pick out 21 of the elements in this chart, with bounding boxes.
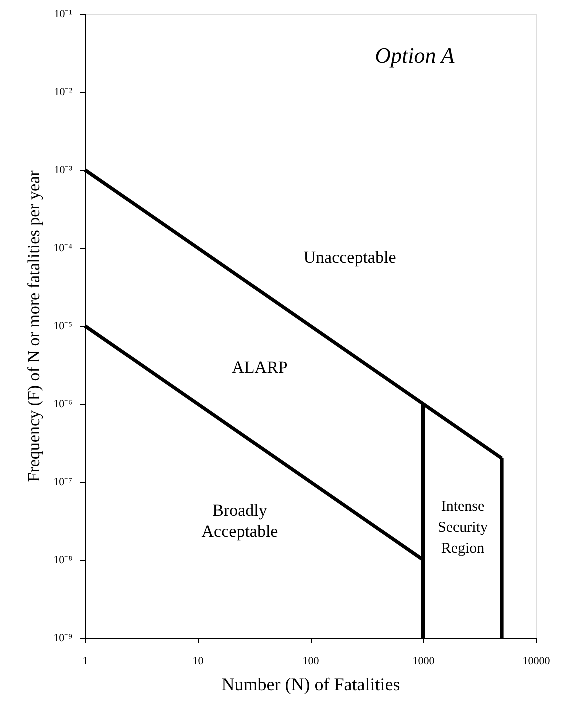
y-tick-label: 10⁻⁵ (54, 320, 73, 332)
x-tick-label: 1000 (412, 656, 436, 668)
annotation: Intense Security Region (438, 499, 488, 557)
y-tick-label: 10⁻⁷ (54, 476, 73, 488)
x-tick-label: 1 (82, 656, 88, 668)
x-tick-label: 10 (192, 656, 204, 668)
y-tick-label: 10⁻⁴ (54, 242, 73, 254)
annotation: Broadly Acceptable (202, 501, 278, 541)
annotation: Unacceptable (304, 248, 396, 267)
y-tick-label: 10⁻⁶ (54, 398, 73, 410)
y-tick-label: 10⁻⁹ (54, 632, 73, 644)
x-tick-label: 10000 (522, 656, 551, 668)
y-tick-label: 10⁻⁸ (54, 554, 73, 566)
y-axis-title: Frequency (F) of N or more fatalities per year (24, 170, 44, 482)
x-tick-label: 100 (302, 656, 320, 668)
annotation: ALARP (232, 358, 288, 377)
text: Option A (375, 43, 456, 68)
x-axis-title: Number (N) of Fatalities (222, 674, 400, 694)
y-tick-label: 10⁻² (54, 86, 74, 98)
y-tick-label: 10⁻³ (54, 164, 74, 176)
y-tick-label: 10⁻¹ (54, 8, 72, 20)
